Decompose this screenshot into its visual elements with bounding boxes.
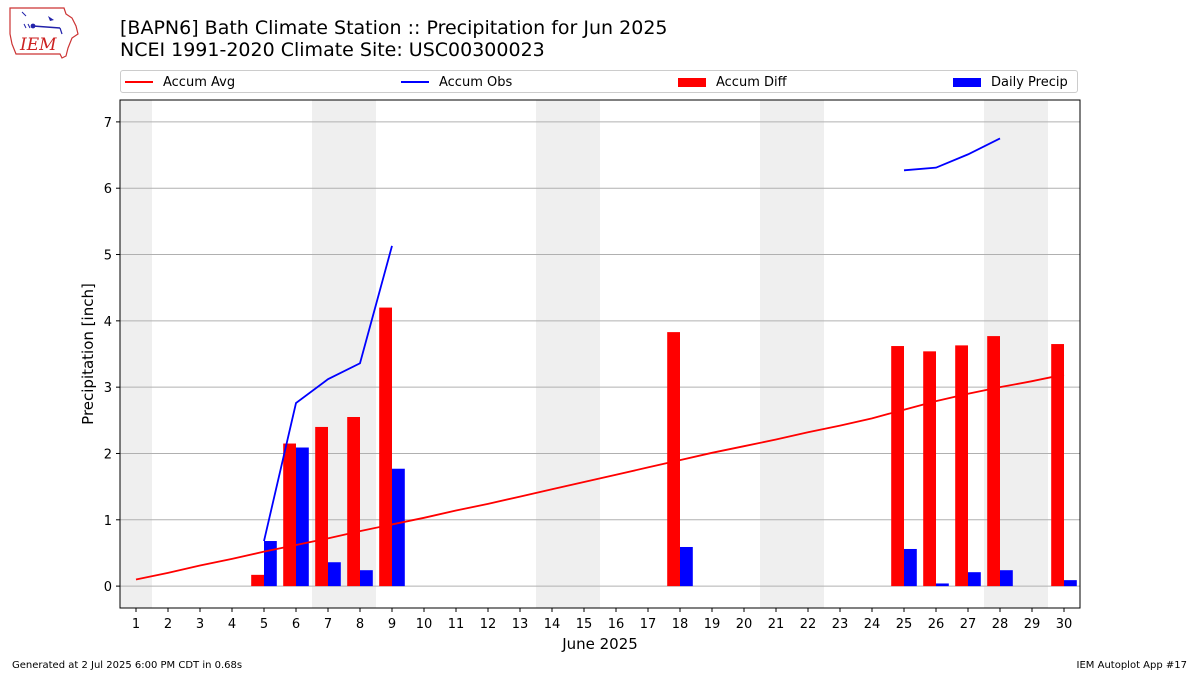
iem-logo: IEM: [9, 7, 79, 59]
x-tick-label: 6: [292, 617, 300, 632]
bar-accum-diff: [1051, 344, 1064, 587]
legend-label-daily-precip: Daily Precip: [991, 74, 1068, 90]
x-tick-label: 14: [544, 617, 561, 632]
y-tick-label: 0: [104, 580, 112, 595]
legend-swatch-accum-avg: [125, 81, 153, 83]
legend-label-accum-diff: Accum Diff: [716, 74, 787, 90]
x-tick-label: 24: [864, 617, 881, 632]
legend-swatch-daily-precip: [953, 77, 981, 87]
x-tick-label: 10: [416, 617, 433, 632]
x-tick-label: 20: [736, 617, 753, 632]
x-tick-label: 13: [512, 617, 529, 632]
x-tick-label: 9: [388, 617, 396, 632]
iem-logo-text: IEM: [19, 35, 57, 55]
bar-daily-precip: [264, 541, 277, 587]
bar-accum-diff: [315, 426, 328, 587]
bar-daily-precip: [328, 562, 341, 587]
legend-item-accum-avg: Accum Avg: [125, 74, 235, 90]
x-tick-label: 22: [800, 617, 817, 632]
legend-item-accum-obs: Accum Obs: [401, 74, 512, 90]
bar-daily-precip: [392, 468, 405, 587]
weekend-band: [760, 100, 824, 608]
y-axis-label: Precipitation [inch]: [79, 283, 97, 425]
line-accum-obs: [263, 245, 393, 542]
x-tick-label: 8: [356, 617, 364, 632]
iowa-outline-shape: [9, 7, 79, 59]
x-tick-label: 25: [896, 617, 913, 632]
plot-frame: [119, 99, 1081, 609]
legend-swatch-accum-obs: [401, 81, 429, 83]
footer-generated-text: Generated at 2 Jul 2025 6:00 PM CDT in 0…: [12, 660, 243, 671]
x-tick-label: 27: [960, 617, 977, 632]
bar-daily-precip: [680, 546, 693, 587]
bar-accum-diff: [347, 417, 360, 587]
x-tick-label: 11: [448, 617, 465, 632]
x-tick-label: 17: [640, 617, 657, 632]
bar-daily-precip: [360, 570, 373, 587]
bar-daily-precip: [1000, 570, 1013, 587]
bar-accum-diff: [667, 332, 680, 587]
x-tick-label: 30: [1056, 617, 1073, 632]
y-tick-label: 2: [104, 447, 112, 462]
chart-subtitle: NCEI 1991-2020 Climate Site: USC00300023: [120, 39, 545, 61]
legend-label-accum-avg: Accum Avg: [163, 74, 236, 90]
x-tick-label: 26: [928, 617, 945, 632]
weekend-band: [536, 100, 600, 608]
bar-accum-diff: [891, 346, 904, 587]
legend-label-accum-obs: Accum Obs: [439, 74, 513, 90]
bar-accum-diff: [923, 351, 936, 587]
weekend-band: [120, 100, 152, 608]
legend-item-daily-precip: Daily Precip: [953, 74, 1068, 90]
y-tick-label: 7: [104, 116, 112, 131]
bar-accum-diff: [987, 336, 1000, 587]
x-axis-label: June 2025: [561, 635, 638, 653]
x-tick-label: 29: [1024, 617, 1041, 632]
x-tick-label: 18: [672, 617, 689, 632]
x-tick-label: 12: [480, 617, 497, 632]
legend-item-accum-diff: Accum Diff: [678, 74, 787, 90]
bar-daily-precip: [1064, 580, 1077, 587]
chart-title: [BAPN6] Bath Climate Station :: Precipit…: [120, 17, 668, 39]
y-tick-label: 5: [104, 249, 112, 264]
bar-accum-diff: [283, 443, 296, 587]
y-tick-label: 6: [104, 182, 112, 197]
chart-legend: Accum Avg Accum Obs Accum Diff Daily Pre…: [120, 70, 1078, 93]
bar-daily-precip: [968, 572, 981, 587]
x-tick-label: 15: [576, 617, 593, 632]
y-tick-label: 1: [104, 514, 112, 529]
bar-daily-precip: [936, 583, 949, 587]
x-tick-label: 3: [196, 617, 204, 632]
x-tick-label: 16: [608, 617, 625, 632]
bar-accum-diff: [251, 574, 264, 587]
line-accum-obs: [903, 137, 1001, 172]
x-tick-label: 28: [992, 617, 1009, 632]
y-tick-label: 4: [104, 315, 112, 330]
footer-app-text: IEM Autoplot App #17: [1076, 660, 1187, 671]
line-accum-avg: [135, 373, 1065, 581]
bar-accum-diff: [955, 345, 968, 587]
x-tick-label: 21: [768, 617, 785, 632]
x-tick-label: 7: [324, 617, 332, 632]
bar-daily-precip: [296, 447, 309, 587]
x-tick-label: 23: [832, 617, 849, 632]
x-tick-label: 4: [228, 617, 236, 632]
x-tick-label: 19: [704, 617, 721, 632]
x-tick-label: 1: [132, 617, 140, 632]
x-tick-label: 5: [260, 617, 268, 632]
x-tick-label: 2: [164, 617, 172, 632]
legend-swatch-accum-diff: [678, 77, 706, 87]
bar-accum-diff: [379, 307, 392, 587]
bar-daily-precip: [904, 548, 917, 587]
y-tick-label: 3: [104, 381, 112, 396]
